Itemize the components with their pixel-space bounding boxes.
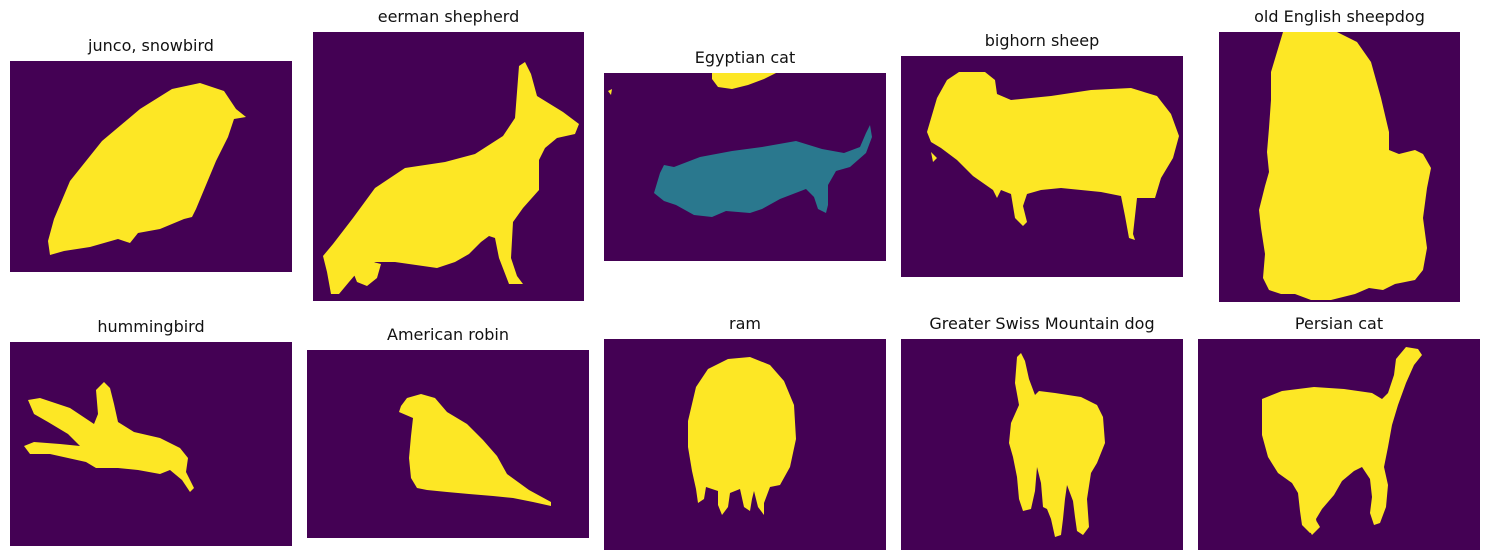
segmentation-mask-image xyxy=(313,32,584,301)
panel-title: ram xyxy=(729,314,761,333)
segmentation-mask-image xyxy=(10,61,292,272)
panel-title: bighorn sheep xyxy=(984,31,1100,50)
panel-title: Persian cat xyxy=(1294,314,1384,333)
segmentation-mask-image xyxy=(901,339,1183,550)
panel-ram: ram xyxy=(604,314,886,550)
panel-egyptian-cat: Egyptian cat xyxy=(604,48,886,261)
panel-greater-swiss-mountain-dog: Greater Swiss Mountain dog xyxy=(901,314,1183,550)
segmentation-mask-image xyxy=(10,342,292,546)
panel-title: American robin xyxy=(387,325,509,344)
segmentation-mask-image xyxy=(604,339,886,550)
panel-title: junco, snowbird xyxy=(88,36,214,55)
panel-title: hummingbird xyxy=(97,317,205,336)
panel-title: eerman shepherd xyxy=(377,7,520,26)
panel-hummingbird: hummingbird xyxy=(10,317,292,546)
segmentation-mask-image xyxy=(901,56,1183,277)
segmentation-mask-image xyxy=(1219,32,1460,302)
panel-title: Egyptian cat xyxy=(694,48,796,67)
panel-persian-cat: Persian cat xyxy=(1198,314,1480,550)
panel-title: old English sheepdog xyxy=(1254,7,1425,26)
segmentation-mask-image xyxy=(604,73,886,261)
segmentation-mask-image xyxy=(1198,339,1480,550)
panel-bighorn-sheep: bighorn sheep xyxy=(901,31,1183,277)
panel-german-shepherd: eerman shepherd xyxy=(313,7,584,301)
panel-american-robin: American robin xyxy=(307,325,589,538)
panel-title: Greater Swiss Mountain dog xyxy=(929,314,1155,333)
segmentation-mask-image xyxy=(307,350,589,538)
panel-old-english-sheepdog: old English sheepdog xyxy=(1219,7,1460,302)
panel-junco: junco, snowbird xyxy=(10,36,292,272)
